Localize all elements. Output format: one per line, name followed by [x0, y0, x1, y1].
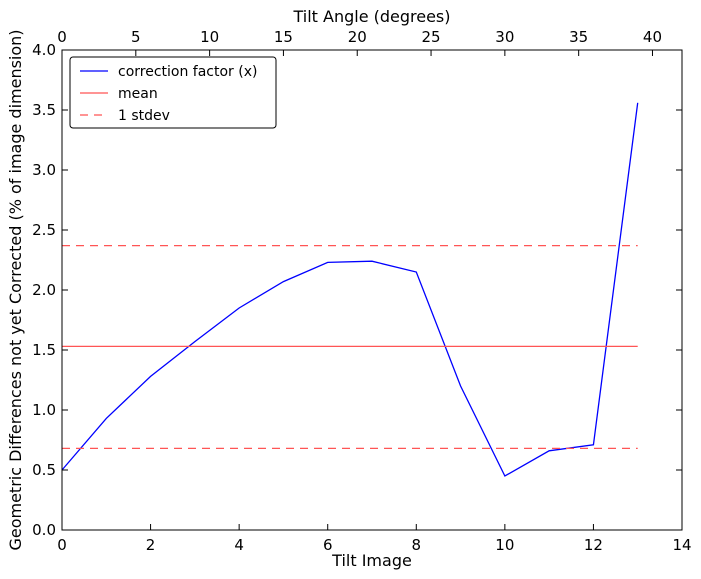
series-line-0	[61, 102, 639, 477]
y-tick-label: 2.5	[32, 221, 56, 239]
y-tick-label: 0.5	[32, 461, 56, 479]
x2-tick-label: 40	[643, 28, 662, 46]
y-tick-label: 1.0	[32, 401, 56, 419]
y-tick-label: 2.0	[32, 281, 56, 299]
x-tick-label: 2	[146, 536, 156, 554]
x-tick-label: 8	[412, 536, 422, 554]
x-axis-label: Tilt Image	[331, 551, 412, 570]
x-tick-label: 14	[672, 536, 691, 554]
x2-tick-label: 25	[422, 28, 441, 46]
x2-tick-label: 35	[569, 28, 588, 46]
x-tick-label: 6	[323, 536, 333, 554]
x-tick-label: 4	[234, 536, 244, 554]
legend-label: correction factor (x)	[118, 64, 257, 80]
y-tick-label: 3.5	[32, 101, 56, 119]
x2-tick-label: 5	[131, 28, 141, 46]
plot-lines	[61, 102, 639, 477]
legend-label: 1 stdev	[118, 108, 170, 124]
x2-tick-label: 15	[274, 28, 293, 46]
x-tick-label: 12	[584, 536, 603, 554]
x2-tick-label: 20	[348, 28, 367, 46]
x2-tick-label: 0	[57, 28, 67, 46]
y-tick-label: 3.0	[32, 161, 56, 179]
axis-ticks: 0 2 4 6 8 10 12 14 0 5 10 15 20 25 30 35 40 0.0 0.5 1.0 1.5 2…	[32, 28, 691, 554]
legend-box	[69, 56, 277, 129]
top-x-axis-label: Tilt Angle (degrees)	[292, 7, 450, 26]
y-tick-label: 1.5	[32, 341, 56, 359]
y-axis-label: Geometric Differences not yet Corrected …	[6, 29, 25, 550]
x-tick-label: 10	[495, 536, 514, 554]
x-tick-label: 0	[57, 536, 67, 554]
y-tick-label: 0.0	[32, 521, 56, 539]
x2-tick-label: 10	[200, 28, 219, 46]
y-tick-label: 4.0	[32, 41, 56, 59]
x2-tick-label: 30	[495, 28, 514, 46]
legend-label: mean	[118, 86, 158, 102]
legend: correction factor (x) mean 1 stdev	[69, 56, 277, 129]
